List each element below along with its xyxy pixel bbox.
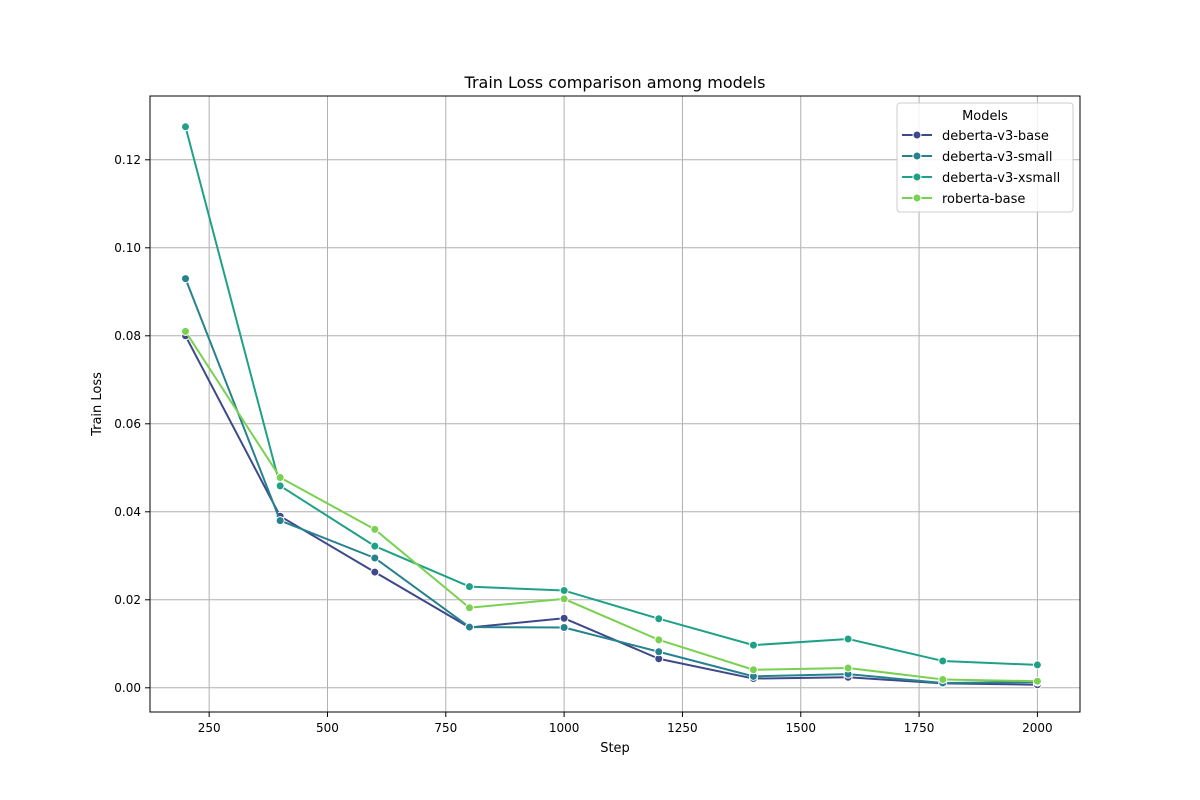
data-point — [370, 567, 380, 577]
plot-frame — [149, 95, 1081, 713]
data-point — [843, 663, 853, 673]
y-tick-label: 0.12 — [114, 153, 141, 167]
data-point — [370, 541, 380, 551]
data-point — [1032, 660, 1042, 670]
series-deberta-v3-xsmall — [180, 122, 1042, 670]
x-tick-label: 750 — [434, 721, 457, 735]
series-line — [184, 335, 1038, 686]
data-point — [559, 594, 569, 604]
x-tick-label: 2000 — [1022, 721, 1053, 735]
x-tick-label: 1000 — [549, 721, 580, 735]
series-layer — [180, 122, 1042, 690]
data-point — [654, 647, 664, 657]
data-point — [559, 586, 569, 596]
data-point — [748, 665, 758, 675]
data-point — [559, 613, 569, 623]
y-tick-label: 0.08 — [114, 329, 141, 343]
data-point — [275, 516, 285, 526]
legend-item: deberta-v3-xsmall — [902, 171, 1060, 186]
data-point — [370, 524, 380, 534]
series-line — [184, 126, 1038, 666]
series-line — [184, 330, 1038, 683]
series-roberta-base — [180, 326, 1042, 686]
legend-swatch-marker — [912, 151, 922, 161]
legend-box — [896, 102, 1074, 213]
data-point — [1032, 676, 1042, 686]
y-tick-label: 0.04 — [114, 505, 141, 519]
data-point — [275, 481, 285, 491]
data-point — [275, 472, 285, 482]
data-point — [843, 634, 853, 644]
chart-title: Train Loss comparison among models — [464, 73, 766, 92]
legend-swatch-marker — [912, 172, 922, 182]
legend-item: deberta-v3-small — [902, 150, 1053, 165]
data-point — [370, 553, 380, 563]
data-point — [748, 640, 758, 650]
legend-item: deberta-v3-base — [902, 129, 1049, 144]
legend-swatch-marker — [912, 130, 922, 140]
data-point — [654, 635, 664, 645]
x-tick-label: 1750 — [904, 721, 935, 735]
data-point — [464, 622, 474, 632]
legend-label: deberta-v3-small — [942, 150, 1053, 165]
legend-item: roberta-base — [902, 192, 1025, 207]
data-point — [654, 614, 664, 624]
data-point — [180, 326, 190, 336]
x-tick-label: 250 — [198, 721, 221, 735]
series-line — [184, 278, 1038, 684]
y-tick-label: 0.10 — [114, 241, 141, 255]
legend-label: deberta-v3-base — [942, 129, 1049, 144]
ticks: 250 500 750 1000 1250 1500 1750 2000 0.00 0.02 0.0… — [114, 153, 1052, 735]
y-tick-label: 0.06 — [114, 417, 141, 431]
x-axis-label: Step — [600, 741, 630, 756]
data-point — [559, 623, 569, 633]
y-axis-label: Train Loss — [90, 372, 105, 437]
data-point — [180, 122, 190, 132]
x-tick-label: 500 — [316, 721, 339, 735]
x-tick-label: 1250 — [667, 721, 698, 735]
y-tick-label: 0.00 — [114, 681, 141, 695]
y-tick-label: 0.02 — [114, 593, 141, 607]
data-point — [938, 674, 948, 684]
legend: Models deberta-v3-base deberta-v3-small de… — [896, 102, 1074, 213]
legend-label: deberta-v3-xsmall — [942, 171, 1060, 186]
data-point — [464, 603, 474, 613]
data-point — [464, 582, 474, 592]
legend-label: roberta-base — [942, 192, 1025, 207]
data-point — [938, 656, 948, 666]
legend-title: Models — [962, 109, 1008, 124]
legend-swatch-marker — [912, 193, 922, 203]
data-point — [180, 274, 190, 284]
x-tick-label: 1500 — [785, 721, 816, 735]
